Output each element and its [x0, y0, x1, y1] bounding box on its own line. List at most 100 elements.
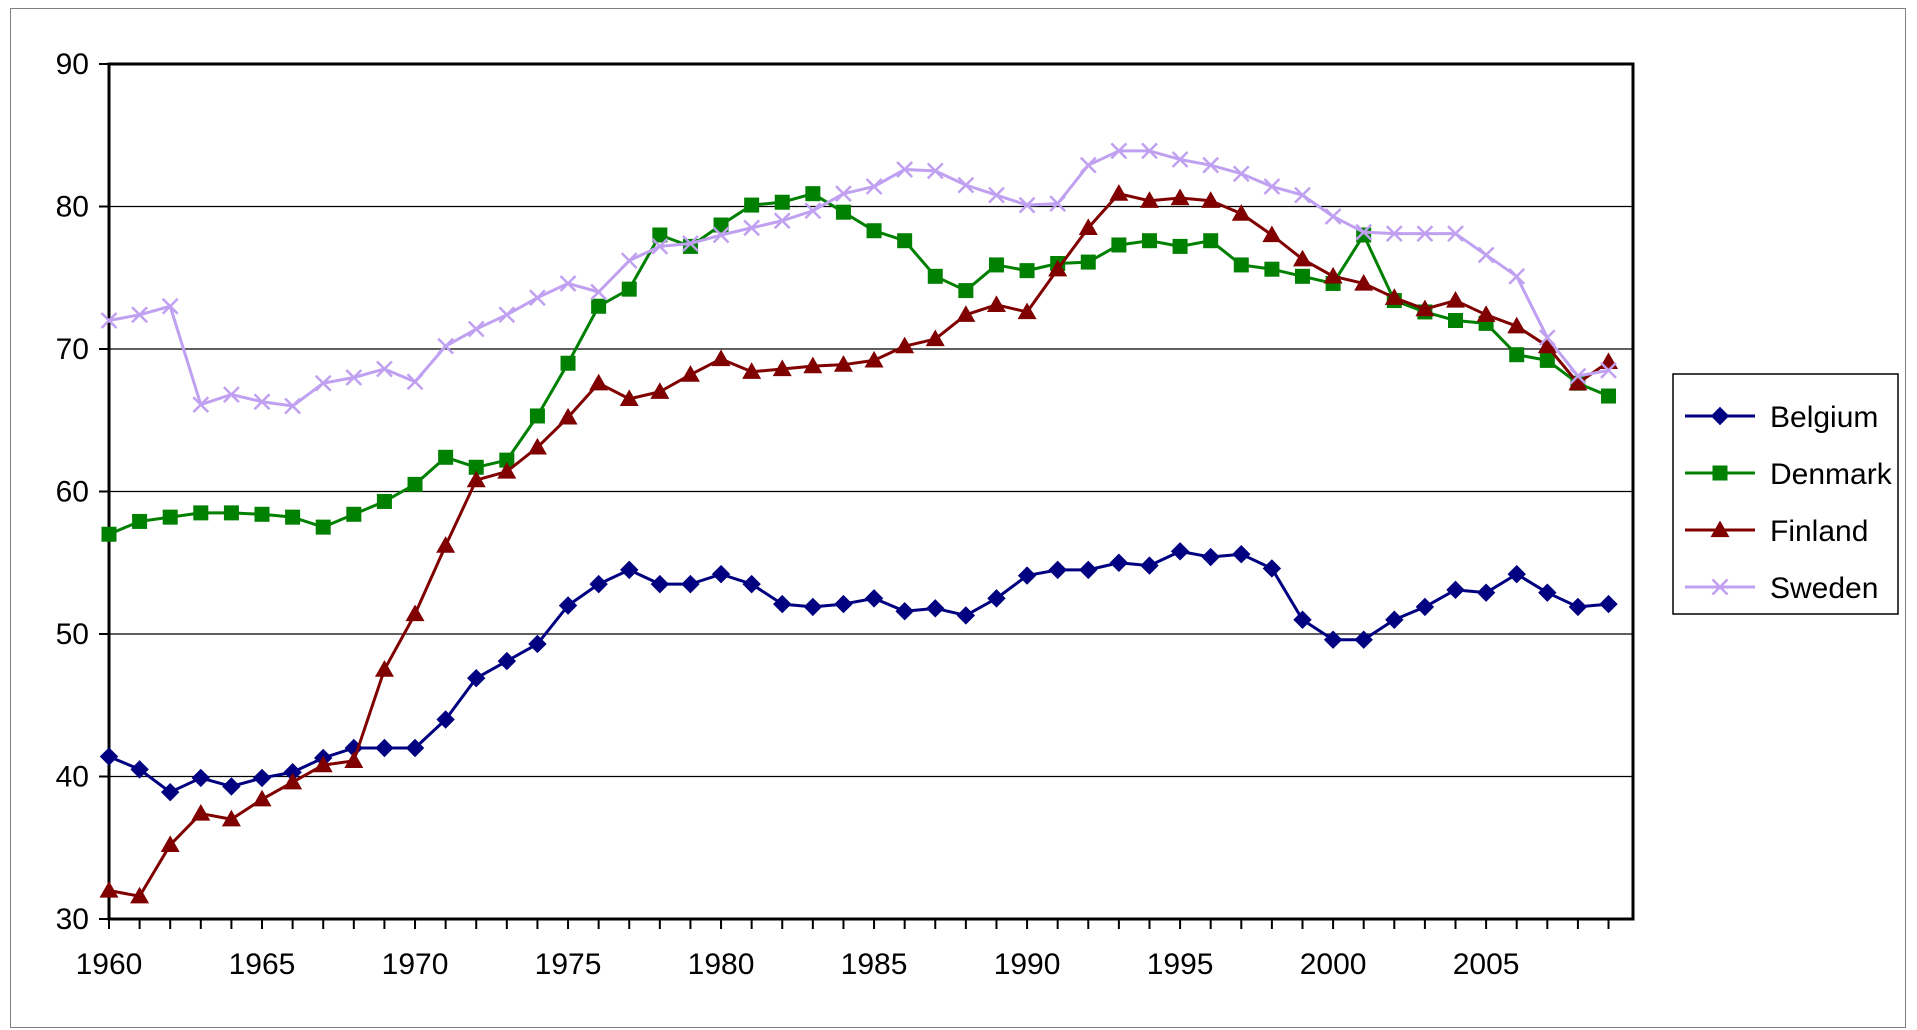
data-point-belgium — [130, 760, 149, 779]
data-point-belgium — [1140, 556, 1159, 575]
data-point-finland — [1017, 302, 1037, 320]
data-point-sweden — [1294, 186, 1311, 204]
data-point-belgium — [375, 738, 394, 758]
y-tick-label: 40 — [56, 761, 89, 794]
data-point-sweden — [223, 386, 240, 403]
data-point-denmark — [223, 505, 239, 521]
data-point-finland — [1599, 352, 1619, 369]
data-point-finland — [436, 536, 456, 553]
data-point-finland — [986, 295, 1006, 312]
legend-label: Finland — [1770, 515, 1868, 548]
data-point-belgium — [589, 574, 608, 594]
data-point-denmark — [101, 526, 117, 542]
data-point-sweden — [437, 337, 455, 355]
data-point-finland — [191, 804, 211, 821]
data-point-sweden — [406, 373, 424, 391]
data-point-belgium — [1293, 610, 1312, 629]
data-point-sweden — [682, 235, 699, 252]
data-point-belgium — [681, 574, 700, 594]
data-point-belgium — [558, 596, 578, 615]
data-point-denmark — [866, 223, 882, 239]
data-point-sweden — [1232, 165, 1250, 183]
data-point-sweden — [835, 185, 852, 203]
data-point-belgium — [1599, 594, 1618, 614]
data-point-belgium — [1568, 597, 1588, 617]
data-point-sweden — [253, 393, 271, 411]
data-point-finland — [221, 809, 241, 827]
data-point-finland — [1170, 188, 1190, 206]
data-point-belgium — [191, 768, 211, 788]
data-point-sweden — [620, 252, 638, 270]
data-point-sweden — [529, 289, 546, 307]
x-tick-label: 2000 — [1300, 948, 1367, 981]
data-point-sweden — [1018, 196, 1036, 214]
x-tick-label: 1995 — [1147, 948, 1214, 981]
data-point-belgium — [252, 768, 272, 788]
y-tick-label: 60 — [56, 476, 89, 509]
data-point-denmark — [591, 298, 607, 314]
legend-item-belgium: Belgium — [1685, 401, 1878, 434]
data-point-sweden — [712, 226, 730, 244]
data-point-finland — [1568, 373, 1588, 391]
data-point-finland — [466, 470, 486, 488]
data-point-sweden — [1110, 142, 1128, 160]
data-point-finland — [711, 349, 731, 367]
data-point-denmark — [376, 493, 392, 509]
data-point-finland — [1292, 249, 1312, 267]
x-tick-label: 1960 — [76, 948, 143, 981]
data-point-sweden — [376, 360, 393, 378]
data-point-belgium — [1262, 559, 1282, 578]
data-point-sweden — [651, 238, 669, 255]
data-point-belgium — [528, 634, 547, 654]
data-point-finland — [956, 305, 976, 322]
data-point-belgium — [650, 574, 670, 594]
data-point-sweden — [284, 397, 301, 415]
legend-swatch-marker — [1711, 578, 1729, 596]
legend-swatch-marker — [1710, 406, 1730, 426]
data-point-belgium — [1354, 630, 1373, 649]
data-point-sweden — [1141, 142, 1158, 160]
data-point-sweden — [192, 396, 210, 413]
data-point-belgium — [834, 594, 853, 614]
data-point-belgium — [1507, 564, 1526, 584]
data-point-finland — [527, 437, 547, 455]
x-tick-label: 1975 — [535, 948, 602, 981]
data-point-denmark — [1172, 238, 1188, 254]
data-point-finland — [1323, 266, 1343, 284]
data-point-denmark — [438, 449, 454, 465]
data-point-denmark — [897, 233, 913, 249]
data-point-sweden — [314, 374, 332, 392]
data-point-sweden — [957, 176, 975, 194]
legend-label: Belgium — [1770, 401, 1878, 434]
data-point-denmark — [621, 281, 637, 297]
data-point-denmark — [774, 194, 790, 210]
data-point-denmark — [1509, 347, 1525, 363]
data-point-belgium — [711, 564, 731, 584]
data-point-sweden — [1049, 195, 1067, 213]
data-point-sweden — [1171, 151, 1189, 168]
data-point-belgium — [742, 574, 761, 594]
data-point-finland — [1384, 288, 1404, 305]
data-point-finland — [1415, 299, 1435, 317]
data-point-belgium — [926, 599, 945, 618]
legend-item-finland: Finland — [1685, 515, 1868, 548]
data-point-finland — [1109, 184, 1129, 201]
legend-box — [1672, 373, 1899, 615]
data-point-denmark — [193, 505, 209, 521]
data-point-belgium — [1415, 597, 1435, 617]
data-point-finland — [1537, 336, 1557, 354]
data-point-sweden — [1508, 267, 1526, 285]
data-point-belgium — [1538, 583, 1557, 602]
data-point-finland — [283, 772, 303, 790]
series-line-finland — [108, 192, 1610, 898]
data-point-finland — [1078, 218, 1098, 235]
data-point-finland — [558, 407, 578, 425]
data-point-finland — [1354, 273, 1374, 291]
data-point-finland — [497, 462, 517, 479]
data-point-denmark — [1294, 268, 1310, 284]
data-point-denmark — [1601, 388, 1617, 404]
data-point-finland — [619, 389, 639, 406]
data-point-finland — [1446, 291, 1466, 308]
legend-item-denmark: Denmark — [1685, 458, 1893, 491]
series-sweden — [100, 142, 1617, 415]
